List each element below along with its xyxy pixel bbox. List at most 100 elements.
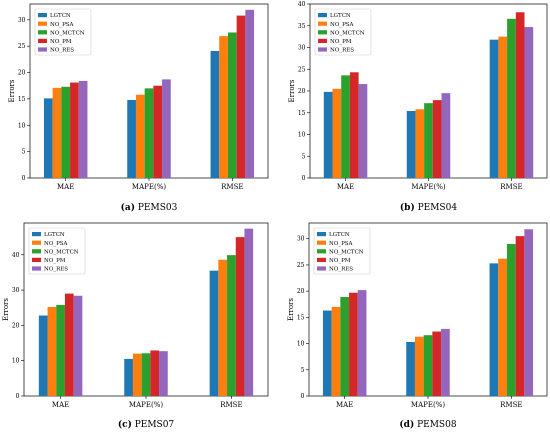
bar-lgtcn-mae	[38, 315, 48, 396]
bar-no_pm-rmse	[515, 236, 525, 396]
y-tick-label: 0	[16, 393, 20, 400]
y-tick-label: 15	[297, 314, 305, 321]
bar-no_pm-mae	[64, 293, 74, 396]
legend-label-no_pm: NO_PM	[329, 258, 351, 264]
legend-swatch-no_res	[318, 47, 327, 52]
y-tick-label: 0	[302, 175, 306, 182]
bar-no_res-mape-	[441, 93, 451, 178]
bar-no_psa-rmse	[218, 259, 228, 396]
panel-caption: (c) PEMS07	[118, 419, 175, 430]
bar-no_res-rmse	[244, 228, 254, 396]
bar-lgtcn-mape-	[406, 342, 415, 396]
bar-no_psa-rmse	[219, 36, 228, 178]
y-tick-label: 10	[297, 341, 305, 348]
legend-label-no_mctcn: NO_MCTCN	[330, 30, 365, 36]
legend-label-no_psa: NO_PSA	[44, 241, 69, 247]
chart-panel-pems07: 0 10 20 30 40 Errors MAE MAPE(%) RMSE LGTCN NO_PSA…	[2, 222, 269, 430]
legend-label-no_res: NO_RES	[44, 267, 68, 273]
panel-caption: (a) PEMS03	[121, 202, 178, 213]
legend-label-no_pm: NO_PM	[330, 39, 352, 45]
bar-no_mctcn-rmse	[506, 243, 516, 396]
legend: LGTCN NO_PSA NO_MCTCN NO_PM NO_RES	[314, 8, 372, 56]
bar-no_res-mape-	[159, 351, 168, 396]
legend-swatch-lgtcn	[32, 232, 41, 237]
bar-no_pm-mape-	[150, 350, 160, 396]
bar-no_psa-mape-	[414, 336, 424, 396]
bar-no_psa-mae	[47, 307, 57, 396]
bar-no_res-mae	[73, 295, 83, 396]
bar-no_pm-rmse	[515, 12, 525, 179]
bar-no_mctcn-mae	[61, 86, 71, 178]
caption-dataset-name: PEMS07	[132, 420, 175, 430]
caption-letter: (c)	[118, 419, 132, 430]
x-tick-label-mape-: MAPE(%)	[411, 401, 445, 409]
legend: LGTCN NO_PSA NO_MCTCN NO_PM NO_RES	[34, 8, 92, 56]
bar-lgtcn-mae	[43, 98, 53, 178]
y-tick-label: 10	[298, 132, 306, 139]
bar-lgtcn-mape-	[127, 99, 136, 178]
legend-swatch-no_res	[32, 266, 41, 271]
y-axis-label: Errors	[288, 79, 296, 102]
y-tick-label: 5	[301, 367, 305, 374]
bar-no_psa-mape-	[132, 353, 142, 396]
legend: LGTCN NO_PSA NO_MCTCN NO_PM NO_RES	[313, 227, 371, 275]
legend-label-lgtcn: LGTCN	[44, 232, 65, 238]
x-tick-label-rmse: RMSE	[500, 401, 522, 409]
legend-label-no_mctcn: NO_MCTCN	[44, 249, 79, 255]
bar-lgtcn-rmse	[209, 270, 219, 396]
legend-box	[314, 8, 372, 56]
bar-no_mctcn-rmse	[507, 18, 516, 179]
legend-label-no_mctcn: NO_MCTCN	[329, 249, 364, 255]
bar-no_psa-mae	[332, 88, 342, 178]
y-tick-label: 10	[12, 358, 20, 365]
y-tick-label: 40	[12, 252, 20, 259]
legend-swatch-no_mctcn	[317, 249, 326, 254]
bar-no_res-rmse	[524, 27, 534, 179]
y-tick-label: 0	[22, 175, 26, 182]
y-tick-label: 10	[18, 122, 26, 129]
legend-swatch-no_pm	[38, 38, 47, 43]
legend-swatch-no_mctcn	[32, 249, 41, 254]
bar-no_psa-mae	[52, 87, 62, 178]
bar-no_mctcn-mae	[56, 304, 65, 396]
y-tick-label: 0	[301, 393, 305, 400]
y-axis-label: Errors	[8, 79, 16, 102]
bar-no_psa-rmse	[498, 36, 508, 178]
legend-label-no_res: NO_RES	[329, 267, 353, 273]
y-tick-label: 20	[12, 322, 20, 329]
y-tick-label: 30	[18, 17, 26, 24]
bar-no_mctcn-rmse	[227, 255, 236, 396]
x-tick-label-mape-: MAPE(%)	[132, 183, 166, 191]
bar-no_psa-mae	[331, 306, 341, 396]
legend-swatch-no_psa	[32, 240, 41, 245]
chart-panel-pems08: 0 5 10 15 20 25 30 Errors MAE MAPE(%) RMSE LGTCN NO_…	[287, 222, 548, 430]
bar-no_res-rmse	[524, 229, 534, 396]
bar-no_pm-mae	[349, 292, 358, 396]
legend-swatch-no_pm	[32, 257, 41, 262]
legend-swatch-lgtcn	[318, 13, 327, 18]
y-tick-label: 30	[297, 236, 305, 243]
bar-no_pm-mape-	[432, 100, 442, 178]
legend: LGTCN NO_PSA NO_MCTCN NO_PM NO_RES	[28, 227, 86, 275]
y-tick-label: 15	[18, 96, 26, 103]
legend-swatch-no_psa	[38, 21, 47, 26]
bar-no_pm-mae	[349, 72, 359, 178]
y-tick-label: 25	[18, 43, 26, 50]
caption-letter: (a)	[121, 202, 135, 213]
bar-no_res-mape-	[441, 328, 450, 396]
bar-no_res-mae	[78, 80, 88, 178]
legend-swatch-no_res	[317, 266, 326, 271]
bar-no_mctcn-mape-	[144, 88, 154, 178]
y-tick-label: 40	[298, 1, 306, 8]
caption-dataset-name: PEMS03	[135, 203, 178, 213]
legend-label-no_mctcn: NO_MCTCN	[50, 30, 85, 36]
legend-label-no_pm: NO_PM	[50, 39, 72, 45]
bar-no_mctcn-mape-	[423, 335, 433, 396]
bar-lgtcn-mae	[322, 310, 332, 396]
bar-no_psa-mape-	[135, 94, 145, 178]
bar-no_pm-mape-	[432, 331, 442, 396]
y-axis-label: Errors	[2, 298, 10, 321]
bar-lgtcn-mae	[323, 91, 333, 178]
